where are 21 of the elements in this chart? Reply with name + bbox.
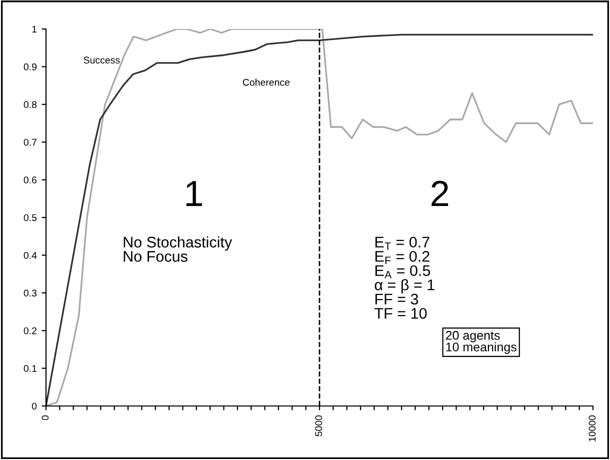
- x-tick-label: 0: [42, 415, 49, 420]
- y-tick-label: 1: [32, 26, 36, 33]
- y-tick-label: 0.9: [24, 63, 37, 70]
- series-label: Success: [84, 56, 120, 64]
- text: E$_{T}$ = 0.7 E$_{F}$ = 0.2 E$_{A}$ = 0.5 α = β = 1 FF = 3 TF = 10: [374, 236, 434, 319]
- y-tick-label: 0.1: [24, 365, 36, 372]
- y-tick-label: 0.2: [24, 327, 36, 334]
- y-tick-label: 0.7: [24, 138, 36, 146]
- text: Coherence: [242, 78, 290, 86]
- y-tick-label: 0: [32, 402, 37, 410]
- y-tick-label: 0.3: [24, 290, 37, 297]
- annotation: No Stochasticity No Focus: [124, 236, 232, 262]
- x-tick-label: 5000: [315, 415, 322, 436]
- y-tick-label: 0.8: [24, 101, 37, 108]
- annotation: 1: [186, 181, 202, 206]
- annotation: 2: [432, 180, 448, 206]
- annotation: 20 agents 10 meanings: [446, 330, 516, 354]
- y-tick-label: 0.5: [24, 214, 37, 222]
- y-tick-label: 0.6: [24, 176, 37, 184]
- y-tick-label: 0.4: [24, 252, 37, 259]
- x-tick-label: 10000: [588, 415, 596, 442]
